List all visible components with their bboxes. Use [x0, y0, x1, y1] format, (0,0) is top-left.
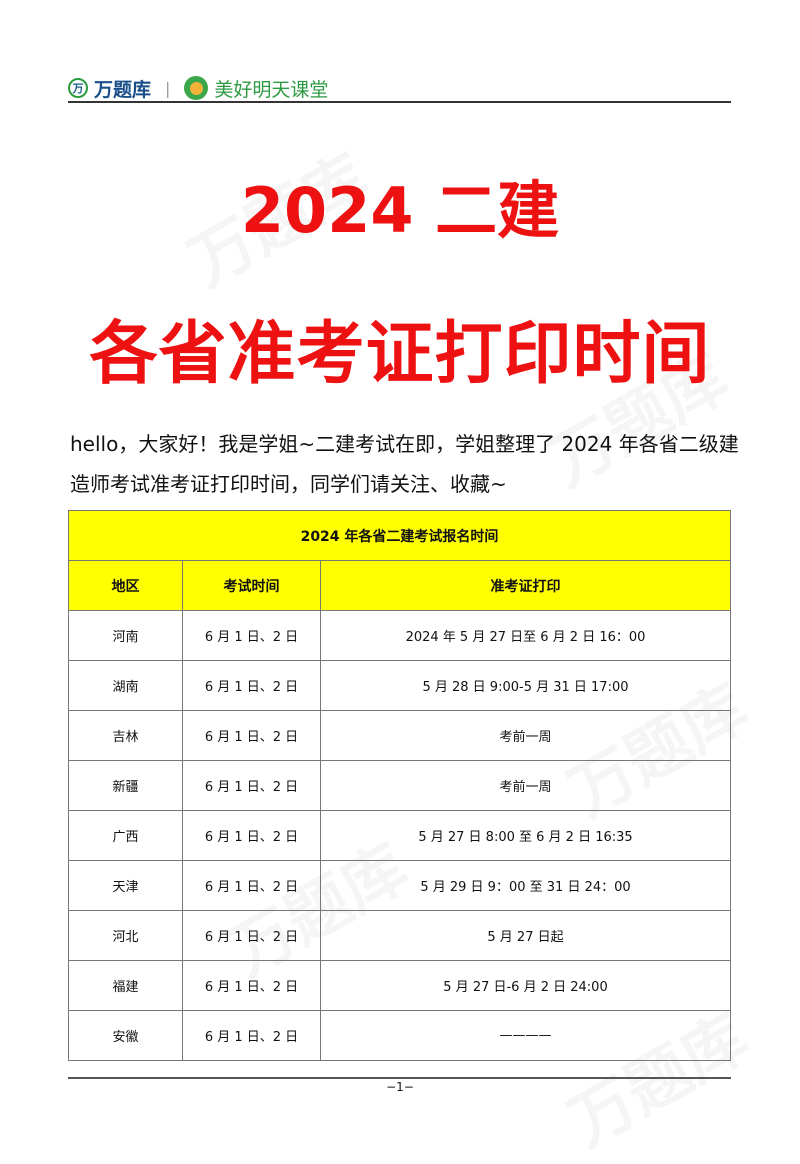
document-header: 万 万题库 | 美好明天课堂	[68, 74, 328, 102]
cell-exam-date: 6 月 1 日、2 日	[182, 860, 321, 911]
footer-rule	[68, 1077, 731, 1079]
table-row: 河南 6 月 1 日、2 日 2024 年 5 月 27 日至 6 月 2 日 16…	[68, 610, 731, 661]
brand-primary: 万题库	[94, 78, 152, 101]
cell-exam-date: 6 月 1 日、2 日	[182, 960, 321, 1011]
table-row: 吉林 6 月 1 日、2 日考前一周	[68, 710, 731, 761]
cell-region: 湖南	[68, 660, 183, 711]
cell-exam-date: 6 月 1 日、2 日	[182, 1010, 321, 1061]
cell-exam-date: 6 月 1 日、2 日	[182, 710, 321, 761]
cell-exam-date: 6 月 1 日、2 日	[182, 610, 321, 661]
cell-region: 广西	[68, 810, 183, 861]
cell-admit-card-time: 5 月 29 日 9：00 至 31 日 24：00	[320, 860, 731, 911]
cell-region: 吉林	[68, 710, 183, 761]
cell-exam-date: 6 月 1 日、2 日	[182, 660, 321, 711]
intro-paragraph: hello，大家好！我是学姐~二建考试在即，学姐整理了 2024 年各省二级建造…	[70, 432, 739, 496]
table-caption: 2024 年各省二建考试报名时间	[68, 510, 731, 561]
schedule-table: 2024 年各省二建考试报名时间 地区 考试时间 准考证打印 河南 6 月 1 日…	[68, 510, 731, 1061]
cell-admit-card-time: 5 月 27 日 8:00 至 6 月 2 日 16:35	[320, 810, 731, 861]
cell-region: 福建	[68, 960, 183, 1011]
header-rule	[68, 101, 731, 103]
brand-secondary: 美好明天课堂	[214, 78, 329, 101]
title-line-1: 2024 二建	[240, 174, 560, 247]
cell-region: 新疆	[68, 760, 183, 811]
cell-admit-card-time: 5 月 27 日起	[320, 910, 731, 961]
cell-admit-card-time: 考前一周	[320, 710, 731, 761]
lion-logo-icon	[184, 76, 209, 100]
cell-exam-date: 6 月 1 日、2 日	[182, 910, 321, 961]
column-header-region: 地区	[68, 560, 183, 611]
table-row: 安徽 6 月 1 日、2 日 ————	[68, 1010, 731, 1061]
page-number: −1−	[386, 1080, 414, 1094]
cell-admit-card-time: 2024 年 5 月 27 日至 6 月 2 日 16：00	[320, 610, 731, 661]
cell-region: 河北	[68, 910, 183, 961]
cell-admit-card-time: 5 月 28 日 9:00-5 月 31 日 17:00	[320, 660, 731, 711]
column-header-exam-date: 考试时间	[182, 560, 321, 611]
wantiku-logo-icon: 万	[68, 78, 88, 98]
cell-admit-card-time: 5 月 27 日-6 月 2 日 24:00	[320, 960, 731, 1011]
cell-exam-date: 6 月 1 日、2 日	[182, 760, 321, 811]
title-line-2: 各省准考证打印时间	[89, 315, 711, 394]
cell-admit-card-time: 考前一周	[320, 760, 731, 811]
header-separator: |	[165, 78, 171, 98]
column-header-admit-card: 准考证打印	[320, 560, 731, 611]
cell-exam-date: 6 月 1 日、2 日	[182, 810, 321, 861]
cell-region: 天津	[68, 860, 183, 911]
cell-region: 安徽	[68, 1010, 183, 1061]
cell-region: 河南	[68, 610, 183, 661]
table-row: 新疆 6 月 1 日、2 日考前一周	[68, 760, 731, 811]
cell-admit-card-time: ————	[320, 1010, 731, 1061]
